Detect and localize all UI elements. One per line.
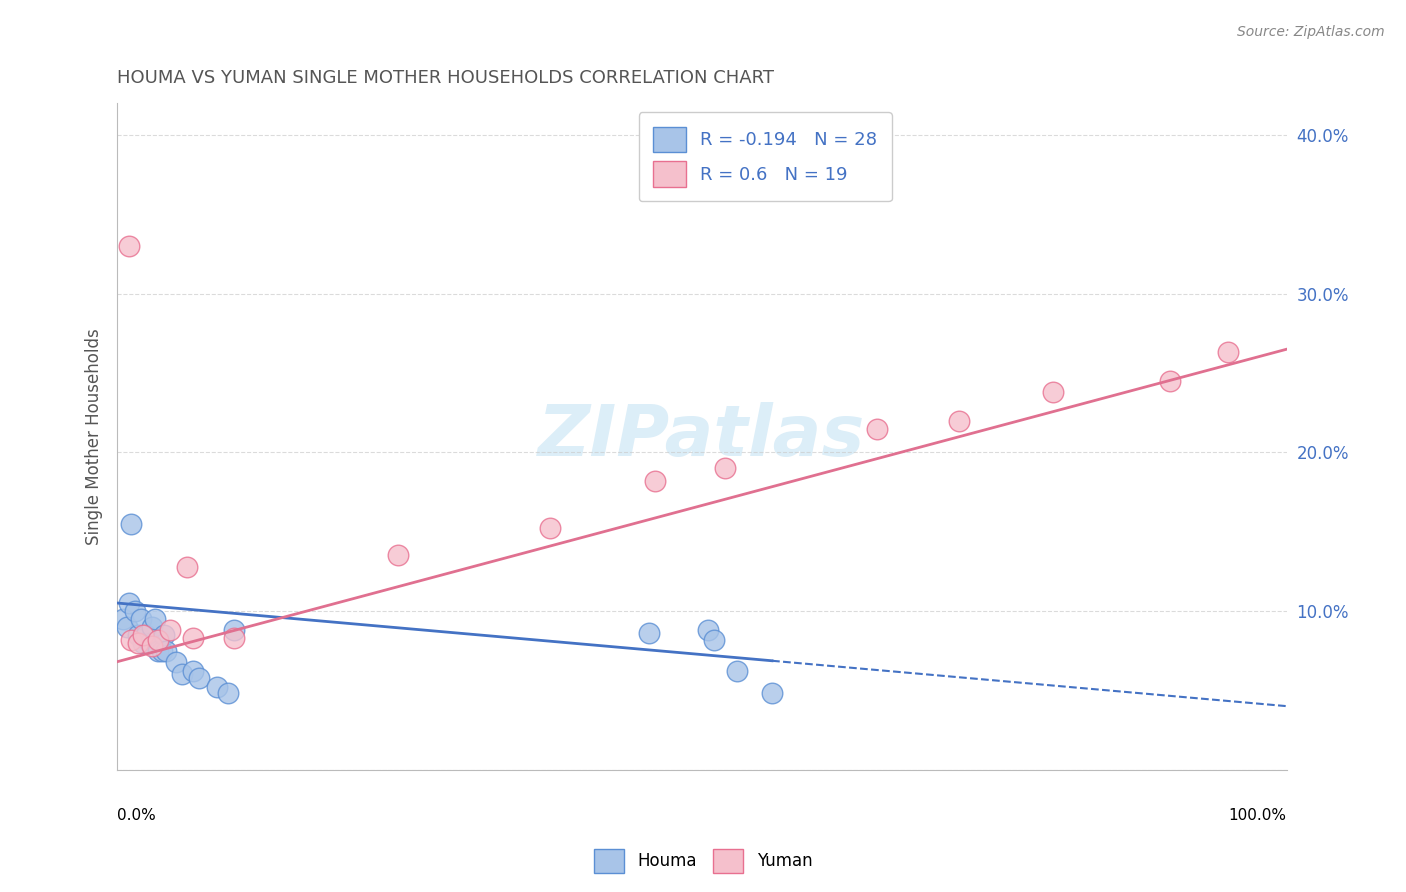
Text: HOUMA VS YUMAN SINGLE MOTHER HOUSEHOLDS CORRELATION CHART: HOUMA VS YUMAN SINGLE MOTHER HOUSEHOLDS … [117, 69, 775, 87]
Point [118, 239, 141, 253]
Point [143, 612, 166, 626]
Point [181, 665, 204, 679]
Point [696, 623, 718, 637]
Point [120, 632, 142, 647]
Point [181, 631, 204, 645]
Point [205, 680, 228, 694]
Point [112, 612, 135, 626]
Point [120, 516, 142, 531]
Point [129, 612, 152, 626]
Point [118, 596, 141, 610]
Text: 100.0%: 100.0% [1229, 808, 1286, 823]
Point [188, 671, 211, 685]
Point [132, 636, 155, 650]
Point [948, 414, 970, 428]
Point [124, 604, 146, 618]
Point [150, 643, 173, 657]
Point [224, 631, 246, 645]
Text: Source: ZipAtlas.com: Source: ZipAtlas.com [1237, 25, 1385, 39]
Point [127, 636, 149, 650]
Point [139, 636, 162, 650]
Text: ZIPatlas: ZIPatlas [538, 402, 866, 471]
Point [141, 620, 163, 634]
Point [146, 643, 169, 657]
Point [387, 549, 409, 563]
Point [725, 665, 748, 679]
Point [127, 628, 149, 642]
Point [135, 628, 157, 642]
Legend: R = -0.194   N = 28, R = 0.6   N = 19: R = -0.194 N = 28, R = 0.6 N = 19 [638, 112, 891, 202]
Point [132, 628, 155, 642]
Point [866, 421, 889, 435]
Point [644, 474, 666, 488]
Point [115, 620, 138, 634]
Point [761, 686, 783, 700]
Point [1216, 345, 1239, 359]
Point [176, 559, 198, 574]
Point [1042, 385, 1064, 400]
Point [146, 632, 169, 647]
Point [159, 623, 181, 637]
Point [224, 623, 246, 637]
Point [638, 626, 661, 640]
Point [1159, 374, 1181, 388]
Point [153, 628, 176, 642]
Point [703, 632, 725, 647]
Point [538, 521, 561, 535]
Point [170, 667, 193, 681]
Point [217, 686, 239, 700]
Text: 0.0%: 0.0% [117, 808, 156, 823]
Point [714, 461, 737, 475]
Legend: Houma, Yuman: Houma, Yuman [588, 842, 818, 880]
Point [141, 639, 163, 653]
Y-axis label: Single Mother Households: Single Mother Households [86, 328, 103, 545]
Point [165, 655, 187, 669]
Point [155, 643, 177, 657]
